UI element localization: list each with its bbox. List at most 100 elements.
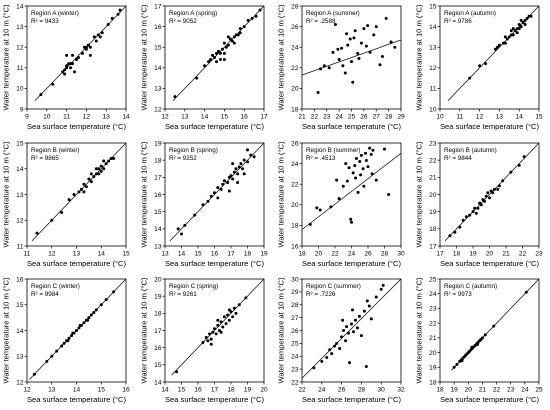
data-point — [349, 220, 353, 224]
data-point — [67, 197, 71, 201]
data-point — [336, 47, 340, 51]
region-label: Region C (autumn) — [444, 283, 497, 290]
y-axis-label: Water temperature at 10 m (°C) — [2, 141, 11, 247]
r-squared-label: R² = 9844 — [444, 155, 472, 162]
data-point — [387, 192, 391, 196]
data-point — [495, 187, 499, 191]
data-point — [490, 190, 494, 194]
data-point — [369, 152, 373, 156]
region-label: Region A (autumn) — [444, 10, 496, 17]
data-point — [63, 68, 67, 72]
data-point — [358, 159, 362, 163]
data-point — [74, 329, 78, 333]
y-tick-label: 13 — [16, 24, 24, 31]
y-tick-label: 13 — [154, 243, 162, 250]
scatter-panel: 9 10 11 12 13 14 9 10 11 12 13 14 Region A (winter)R… — [2, 3, 130, 131]
data-point — [522, 154, 526, 158]
data-point — [179, 232, 183, 236]
data-point — [345, 32, 349, 36]
y-axis-label: Water temperature at 10 m (°C) — [2, 4, 11, 110]
y-tick-label: 26 — [291, 24, 299, 31]
data-point — [220, 325, 224, 329]
data-point — [94, 172, 98, 176]
data-point — [232, 41, 236, 45]
x-tick-label: 13 — [495, 113, 503, 120]
data-point — [364, 158, 368, 162]
regression-line — [34, 5, 126, 101]
y-tick-label: 23 — [429, 140, 437, 147]
scatter-panel: 17 18 19 20 21 22 23 17 18 19 20 21 22 23 Region B (au… — [414, 140, 543, 268]
data-point — [104, 161, 108, 165]
data-point — [72, 192, 76, 196]
data-point — [240, 166, 244, 170]
region-label: Region B (winter) — [31, 147, 80, 154]
data-point — [84, 184, 88, 188]
x-tick-label: 12 — [83, 113, 91, 120]
y-axis-label: Water temperature at 10 m (°C) — [139, 277, 148, 383]
y-tick-label: 12 — [16, 44, 24, 51]
y-tick-label: 25 — [429, 277, 437, 284]
x-tick-label: 23 — [323, 113, 331, 120]
x-tick-label: 14 — [122, 113, 130, 120]
data-point — [341, 184, 345, 188]
y-tick-label: 15 — [154, 362, 162, 369]
y-tick-label: 10 — [429, 106, 437, 113]
data-point — [491, 324, 495, 328]
data-point — [374, 25, 378, 29]
data-point — [224, 45, 228, 49]
data-point — [50, 355, 54, 359]
data-point — [354, 176, 358, 180]
y-tick-label: 22 — [429, 321, 437, 328]
scatter-panel: 12 13 14 15 16 12 13 14 15 16 Region C (winter)R² … — [2, 277, 130, 405]
x-tick-label: 16 — [194, 387, 202, 394]
scatter-panel: 22 24 26 28 30 32 22 23 24 25 26 27 28 29 30 Region C (… — [277, 277, 405, 405]
x-tick-label: 32 — [397, 387, 405, 394]
data-point — [347, 165, 351, 169]
y-tick-label: 11 — [429, 86, 436, 93]
data-point — [517, 27, 521, 31]
x-tick-label: 23 — [535, 250, 543, 257]
data-point — [254, 14, 258, 18]
data-point — [116, 12, 120, 16]
x-tick-label: 26 — [360, 113, 368, 120]
data-point — [209, 343, 213, 347]
data-point — [76, 55, 80, 59]
y-tick-label: 26 — [291, 328, 299, 335]
r-squared-label: R² = 9261 — [169, 291, 197, 298]
data-point — [112, 290, 116, 294]
data-point — [341, 319, 345, 323]
x-tick-label: 21 — [298, 113, 306, 120]
data-point — [84, 45, 88, 49]
y-tick-label: 20 — [291, 86, 299, 93]
y-tick-label: 15 — [16, 140, 24, 147]
y-tick-label: 19 — [154, 140, 162, 147]
y-tick-label: 16 — [291, 243, 299, 250]
y-tick-label: 14 — [429, 24, 437, 31]
data-point — [82, 190, 86, 194]
y-tick-label: 14 — [154, 226, 162, 233]
data-point — [39, 93, 43, 97]
data-point — [497, 43, 501, 47]
r-squared-label: R² = 9984 — [31, 291, 59, 298]
data-point — [312, 366, 316, 370]
data-point — [112, 156, 116, 160]
data-point — [192, 213, 196, 217]
data-point — [235, 172, 239, 176]
data-point — [315, 206, 319, 210]
x-tick-label: 15 — [535, 113, 543, 120]
regression-line — [172, 5, 264, 101]
data-point — [322, 64, 326, 68]
data-point — [215, 185, 219, 189]
y-tick-label: 14 — [154, 380, 162, 387]
data-point — [374, 178, 378, 182]
plot-frame — [164, 5, 264, 110]
x-tick-label: 24 — [521, 387, 529, 394]
data-point — [372, 33, 376, 37]
y-tick-label: 19 — [429, 209, 437, 216]
data-point — [500, 178, 504, 182]
data-point — [511, 27, 515, 31]
data-point — [63, 72, 67, 76]
data-point — [479, 202, 483, 206]
